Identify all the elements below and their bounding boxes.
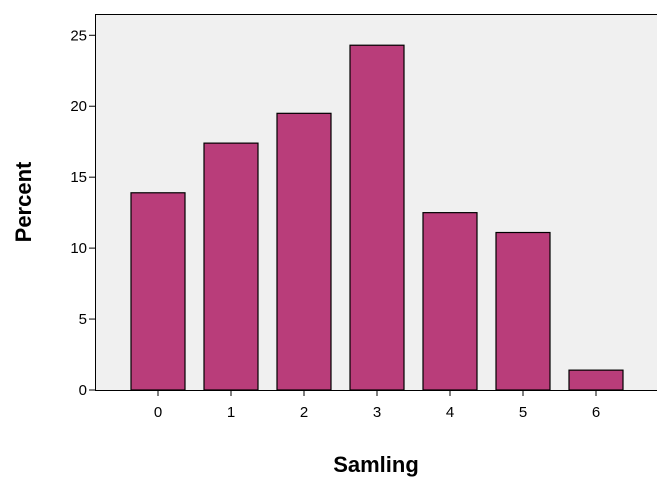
bar-1 xyxy=(203,142,259,391)
y-axis: 0 5 10 15 20 25 xyxy=(70,14,96,399)
bar-6 xyxy=(568,369,624,391)
y-tick-label-15: 15 xyxy=(70,169,87,186)
y-tick-label-0: 0 xyxy=(79,382,87,399)
x-axis: 0 1 2 3 4 5 6 xyxy=(95,390,657,421)
y-tick-label-20: 20 xyxy=(70,98,87,115)
x-tick-label-1: 1 xyxy=(227,404,235,421)
x-tick-label-5: 5 xyxy=(519,404,527,421)
x-tick-label-3: 3 xyxy=(373,404,381,421)
y-tick-label-10: 10 xyxy=(70,240,87,257)
x-tick-label-2: 2 xyxy=(300,404,308,421)
bar-0 xyxy=(130,192,186,391)
x-tick-label-4: 4 xyxy=(446,404,454,421)
y-axis-title: Percent xyxy=(11,161,36,242)
y-tick-label-5: 5 xyxy=(79,311,87,328)
bar-5 xyxy=(495,231,551,391)
bar-4 xyxy=(422,212,478,391)
y-tick-label-25: 25 xyxy=(70,27,87,44)
bar-2 xyxy=(276,112,332,391)
x-tick-label-6: 6 xyxy=(592,404,600,421)
bar-3 xyxy=(349,44,405,391)
x-tick-label-0: 0 xyxy=(154,404,162,421)
x-axis-title: Samling xyxy=(333,452,419,477)
bars-group xyxy=(130,44,624,391)
